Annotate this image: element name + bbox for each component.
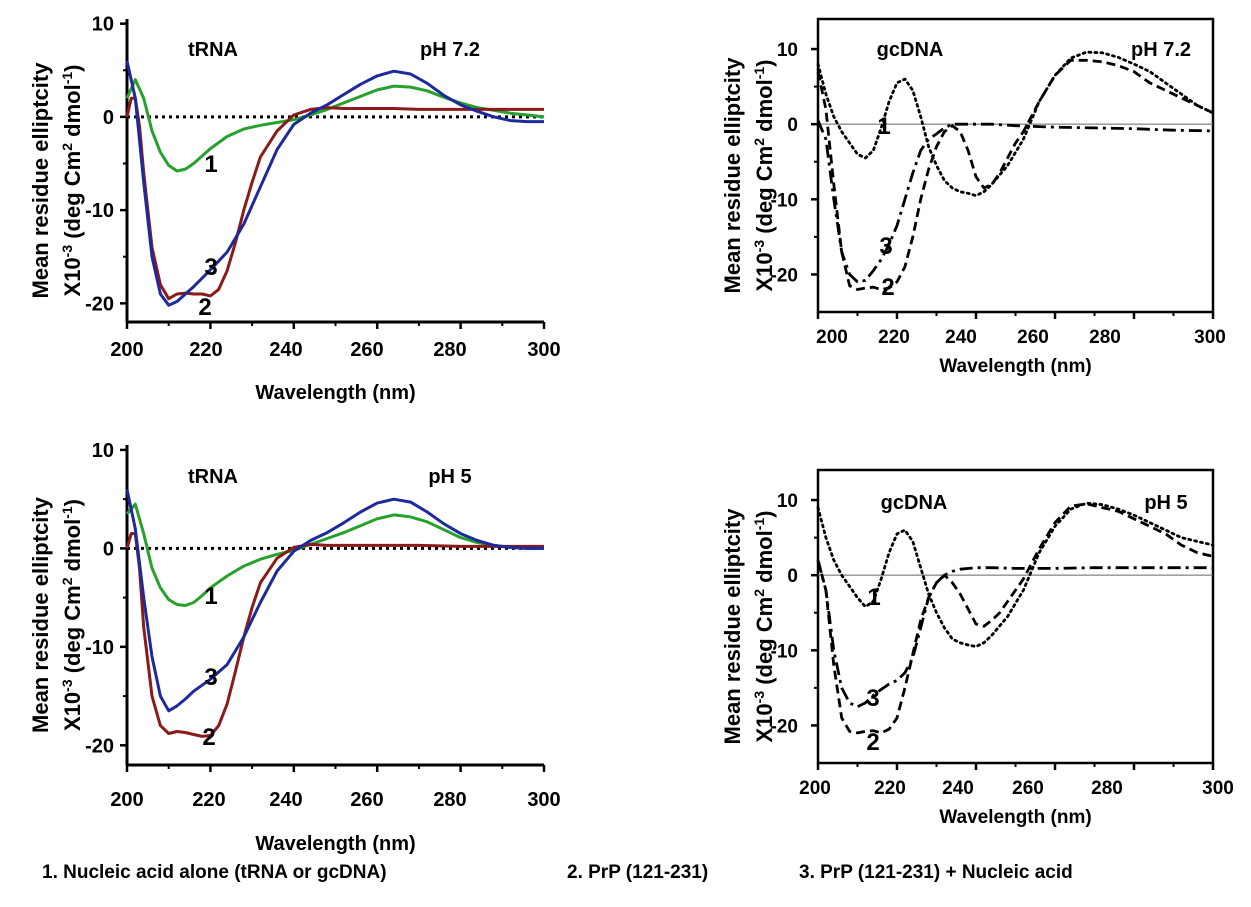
x-tick-label: 220	[878, 327, 910, 348]
panel-label: tRNA	[188, 466, 238, 488]
series-line-1	[816, 50, 1215, 198]
x-tick-label: 300	[1202, 778, 1234, 799]
x-tick-label: 260	[350, 789, 383, 811]
x-axis-label: Wavelength (nm)	[255, 382, 415, 404]
y-tick-label: -20	[85, 293, 114, 315]
y-tick-label: -10	[771, 190, 798, 211]
series-line-2	[125, 532, 544, 738]
x-tick-label: 240	[269, 339, 302, 361]
x-tick-label: 260	[350, 339, 383, 361]
legend-item-3: 3. PrP (121-231) + Nucleic acid	[799, 862, 1073, 883]
y-axis-label-line1: Mean residue elliptcity	[28, 62, 53, 299]
series-label-2: 2	[198, 294, 211, 321]
x-axis-label: Wavelength (nm)	[255, 833, 415, 855]
series-line-3	[125, 60, 544, 307]
series-label-1: 1	[877, 113, 890, 140]
series-line-2	[816, 502, 1214, 735]
series-label-1: 1	[204, 583, 217, 610]
series-label-3: 3	[866, 685, 879, 712]
series-line-2	[125, 96, 544, 301]
panel-3: 10 0 -10 -20 200 220 240 260 280 300 Wavelength (n…	[28, 440, 561, 855]
series-label-3: 3	[879, 233, 892, 260]
x-tick-label: 300	[1194, 327, 1226, 348]
series-label-1: 1	[867, 584, 880, 611]
series-label-2: 2	[881, 274, 894, 301]
y-tick-label: 0	[103, 107, 114, 129]
legend-item-2: 2. PrP (121-231)	[567, 862, 709, 883]
x-tick-label: 280	[1089, 327, 1121, 348]
x-tick-label: 200	[816, 327, 848, 348]
series-label-2: 2	[866, 729, 879, 756]
y-axis-label-line2: X10-3 (deg Cm2 dmol-1)	[59, 499, 85, 731]
x-axis-label: Wavelength (nm)	[939, 807, 1091, 828]
x-tick-label: 300	[527, 339, 560, 361]
y-tick-label: 0	[103, 538, 114, 560]
y-tick-label: 10	[92, 14, 114, 36]
series-line-3	[125, 488, 544, 713]
panel-label: pH 7.2	[420, 39, 480, 61]
y-tick-label: 10	[777, 491, 798, 512]
series-label-3: 3	[204, 664, 217, 691]
x-axis-label: Wavelength (nm)	[939, 356, 1091, 377]
y-tick-label: -10	[85, 637, 114, 659]
legend-item-1: 1. Nucleic acid alone (tRNA or gcDNA)	[42, 862, 387, 883]
x-tick-label: 240	[269, 789, 302, 811]
plot-frame	[816, 17, 1215, 314]
series-label-2: 2	[202, 724, 215, 751]
series-label-1: 1	[204, 151, 217, 178]
series-line-3	[816, 559, 1213, 709]
x-tick-label: 240	[942, 778, 974, 799]
y-axis-label-line2: X10-3 (deg Cm2 dmol-1)	[751, 60, 777, 292]
x-tick-label: 220	[192, 789, 225, 811]
x-tick-label: 260	[1012, 778, 1044, 799]
y-tick-label: -20	[85, 735, 114, 757]
y-tick-label: 0	[787, 115, 798, 136]
x-tick-label: 200	[110, 789, 143, 811]
series-line-1	[125, 502, 544, 607]
x-tick-label: 220	[874, 778, 906, 799]
y-tick-label: -20	[771, 716, 798, 737]
y-tick-label: 0	[787, 566, 798, 587]
panel-label: gcDNA	[881, 492, 948, 514]
series-line-1	[816, 501, 1215, 648]
x-tick-label: 200	[799, 778, 831, 799]
x-tick-label: 260	[1017, 327, 1049, 348]
series-line-3	[816, 119, 1214, 284]
x-tick-label: 280	[433, 789, 466, 811]
x-tick-label: 240	[945, 327, 977, 348]
panel-label: pH 5	[1144, 492, 1187, 514]
panel-label: pH 5	[428, 466, 471, 488]
y-tick-label: -10	[771, 641, 798, 662]
series-line-2	[816, 58, 1214, 291]
panel-label: pH 7.2	[1131, 39, 1191, 61]
x-tick-label: 280	[1091, 778, 1123, 799]
y-axis-label-line1: Mean residue elliptcity	[720, 57, 745, 294]
x-tick-label: 220	[189, 339, 222, 361]
y-tick-label: -10	[85, 200, 114, 222]
panel-4: 10 0 -10 -20 200 220 240 260 280 300 Wavelength (n…	[720, 468, 1234, 828]
x-tick-label: 200	[110, 339, 143, 361]
y-axis-label-line2: X10-3 (deg Cm2 dmol-1)	[751, 511, 777, 743]
y-tick-label: 10	[92, 440, 114, 462]
y-tick-label: 10	[777, 40, 798, 61]
y-axis-label-line2: X10-3 (deg Cm2 dmol-1)	[59, 65, 85, 297]
series-label-3: 3	[204, 254, 217, 281]
legend: 1. Nucleic acid alone (tRNA or gcDNA) 2.…	[0, 862, 1251, 892]
y-axis-label-line1: Mean residue elliptcity	[28, 496, 53, 733]
panel-1: 10 0 -10 -20 200 220 240 260 280 300 Wavelength (n…	[28, 14, 561, 404]
series-line-1	[125, 78, 545, 173]
panel-label: gcDNA	[877, 39, 944, 61]
panel-2: 10 0 -10 -20 200 220 240 260 280 300 Wavelength (n…	[720, 17, 1226, 377]
x-tick-label: 300	[527, 789, 560, 811]
y-axis-label-line1: Mean residue elliptcity	[720, 508, 745, 745]
x-tick-label: 280	[433, 339, 466, 361]
panel-label: tRNA	[188, 39, 238, 61]
y-tick-label: -20	[771, 265, 798, 286]
